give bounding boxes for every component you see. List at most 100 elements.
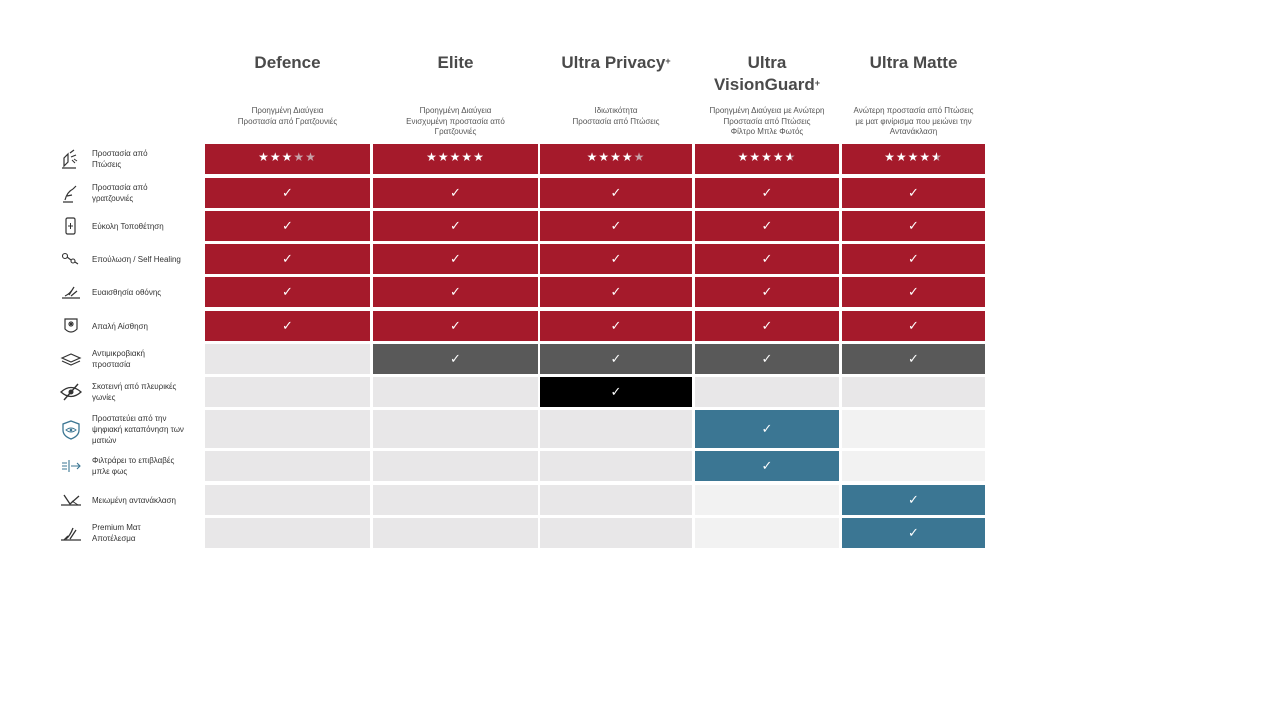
cell-r0-c2: ★★★★★ — [540, 144, 692, 174]
row-label-4: Ευαισθησία οθόνης — [92, 287, 162, 297]
cell-r6-c2: ✓ — [540, 344, 692, 374]
check-icon: ✓ — [610, 318, 622, 334]
phone-install-icon — [58, 215, 84, 237]
cell-r4-c1: ✓ — [373, 277, 538, 307]
column-subtitle-0: Προηγμένη Διαύγεια Προστασία από Γρατζουν… — [237, 106, 338, 126]
cell-r5-c1: ✓ — [373, 311, 538, 341]
cell-r3-c2: ✓ — [540, 244, 692, 274]
row-label-2: Εύκολη Τοποθέτηση — [92, 221, 164, 231]
privacy-eye-icon — [58, 381, 84, 403]
cell-r4-c2: ✓ — [540, 277, 692, 307]
check-icon: ✓ — [282, 185, 293, 201]
column-header-2: Ultra Privacy+ — [561, 53, 671, 72]
check-icon: ✓ — [761, 185, 773, 201]
column-header-4: Ultra Matte — [869, 53, 958, 72]
cell-r4-c0: ✓ — [205, 277, 370, 307]
row-label-9: Φιλτράρει το επιβλαβές μπλε φως — [92, 456, 175, 476]
scratch-icon — [58, 182, 84, 204]
check-icon: ✓ — [908, 251, 919, 267]
row-label-10: Μειωμένη αντανάκλαση — [92, 495, 176, 505]
cell-r10-c4: ✓ — [842, 485, 985, 515]
check-icon: ✓ — [761, 284, 773, 300]
cell-r2-c4: ✓ — [842, 211, 985, 241]
check-icon: ✓ — [610, 218, 622, 234]
cell-r7-c3 — [695, 377, 839, 407]
cell-r7-c2: ✓ — [540, 377, 692, 407]
eye-shield-icon — [58, 418, 84, 440]
check-icon: ✓ — [761, 458, 773, 474]
cell-r1-c2: ✓ — [540, 178, 692, 208]
row-label-1: Προστασία από γρατζουνιές — [92, 183, 148, 203]
row-label-8: Προστατεύει από την ψηφιακή καταπόνηση τω… — [92, 413, 184, 445]
cell-r7-c4 — [842, 377, 985, 407]
check-icon: ✓ — [610, 185, 622, 201]
cell-r9-c0 — [205, 451, 370, 481]
cell-r11-c3 — [695, 518, 839, 548]
cell-r0-c0: ★★★★★ — [205, 144, 370, 174]
blue-light-filter-icon — [58, 455, 84, 477]
row-label-7: Σκοτεινή από πλευρικές γωνίες — [92, 382, 177, 402]
check-icon: ✓ — [761, 318, 773, 334]
cell-r10-c0 — [205, 485, 370, 515]
cell-r6-c3: ✓ — [695, 344, 839, 374]
check-icon: ✓ — [610, 284, 622, 300]
star-rating: ★★★★★ — [426, 150, 485, 164]
cell-r1-c3: ✓ — [695, 178, 839, 208]
cell-r9-c1 — [373, 451, 538, 481]
cell-r1-c4: ✓ — [842, 178, 985, 208]
check-icon: ✓ — [282, 318, 293, 334]
cell-r1-c0: ✓ — [205, 178, 370, 208]
matte-finish-icon — [58, 522, 84, 544]
cell-r6-c4: ✓ — [842, 344, 985, 374]
cell-r11-c1 — [373, 518, 538, 548]
cell-r9-c4 — [842, 451, 985, 481]
cell-r11-c4: ✓ — [842, 518, 985, 548]
cell-r3-c4: ✓ — [842, 244, 985, 274]
check-icon: ✓ — [908, 492, 919, 508]
cell-r11-c2 — [540, 518, 692, 548]
check-icon: ✓ — [761, 351, 773, 367]
row-label-6: Αντιμικροβιακή προστασία — [92, 349, 145, 369]
cell-r2-c0: ✓ — [205, 211, 370, 241]
column-subtitle-4: Ανώτερη προστασία από Πτώσεις με ματ φινί… — [853, 106, 974, 136]
cell-r8-c1 — [373, 410, 538, 448]
check-icon: ✓ — [282, 284, 293, 300]
cell-r8-c2 — [540, 410, 692, 448]
cell-r7-c1 — [373, 377, 538, 407]
cell-r5-c0: ✓ — [205, 311, 370, 341]
cell-r6-c0 — [205, 344, 370, 374]
row-label-5: Απαλή Αίσθηση — [92, 321, 148, 331]
cell-r4-c3: ✓ — [695, 277, 839, 307]
check-icon: ✓ — [908, 185, 919, 201]
cell-r10-c1 — [373, 485, 538, 515]
check-icon: ✓ — [450, 218, 461, 234]
cell-r3-c1: ✓ — [373, 244, 538, 274]
cell-r2-c2: ✓ — [540, 211, 692, 241]
smooth-touch-icon — [58, 315, 84, 337]
check-icon: ✓ — [450, 318, 461, 334]
cell-r0-c4: ★★★★★ — [842, 144, 985, 174]
column-header-1: Elite — [437, 53, 474, 72]
row-label-3: Επούλωση / Self Healing — [92, 254, 181, 264]
cell-r10-c3 — [695, 485, 839, 515]
cell-r11-c0 — [205, 518, 370, 548]
cell-r9-c2 — [540, 451, 692, 481]
column-subtitle-3: Προηγμένη Διαύγεια με Ανώτερη Προστασία α… — [709, 106, 825, 136]
star-rating: ★★★★★ — [586, 150, 646, 164]
column-subtitle-2: Ιδιωτικότητα Προστασία από Πτώσεις — [572, 106, 660, 126]
cell-r5-c4: ✓ — [842, 311, 985, 341]
cell-r3-c3: ✓ — [695, 244, 839, 274]
drop-icon — [58, 148, 84, 170]
check-icon: ✓ — [908, 284, 919, 300]
cell-r2-c1: ✓ — [373, 211, 538, 241]
cell-r1-c1: ✓ — [373, 178, 538, 208]
cell-r2-c3: ✓ — [695, 211, 839, 241]
reduced-glare-icon — [58, 489, 84, 511]
star-rating: ★★★★★ — [738, 150, 797, 164]
cell-r10-c2 — [540, 485, 692, 515]
row-label-11: Premium Ματ Αποτέλεσμα — [92, 523, 141, 543]
check-icon: ✓ — [282, 251, 293, 267]
cell-r8-c4 — [842, 410, 985, 448]
check-icon: ✓ — [610, 351, 622, 367]
check-icon: ✓ — [610, 384, 622, 400]
